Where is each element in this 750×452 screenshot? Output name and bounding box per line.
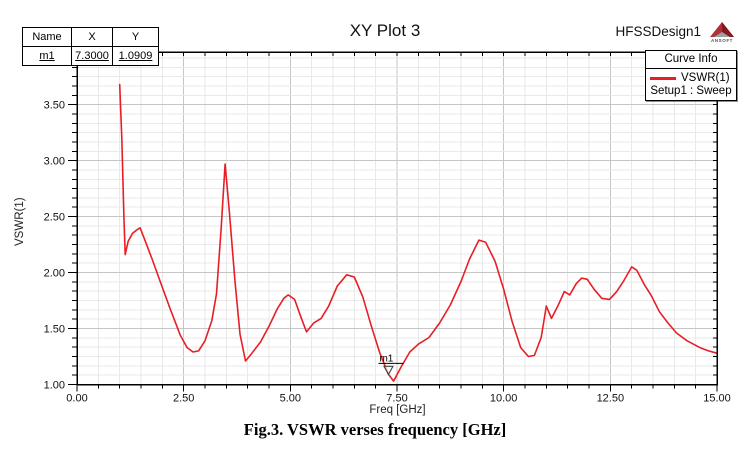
x-tick-label: 12.50 — [597, 393, 625, 405]
marker-col-name: Name — [22, 27, 72, 47]
y-tick-label: 1.50 — [44, 324, 65, 336]
y-tick-label: 2.50 — [44, 212, 65, 224]
legend-entry[interactable]: VSWR(1) — [646, 69, 736, 84]
design-name: HFSSDesign1 — [615, 24, 701, 39]
y-tick-label: 1.00 — [44, 380, 65, 392]
axis-ticks — [68, 52, 718, 392]
marker-table-row[interactable]: m1 7.3000 1.0909 — [22, 46, 159, 66]
marker-triangle-icon[interactable] — [383, 365, 394, 376]
ansoft-logo-icon: ANSOFT — [708, 22, 736, 43]
y-tick-label: 2.00 — [44, 268, 65, 280]
ansoft-logo-text: ANSOFT — [710, 38, 734, 43]
marker-m1[interactable]: m1 — [378, 353, 404, 376]
marker-table-header-row: Name X Y — [22, 27, 159, 47]
marker-name-cell[interactable]: m1 — [22, 46, 72, 66]
ansoft-mountain-icon — [710, 22, 734, 37]
x-tick-label: 0.00 — [66, 393, 87, 405]
figure-caption: Fig.3. VSWR verses frequency [GHz] — [243, 420, 507, 439]
grid-lines — [77, 52, 717, 385]
y-tick-label: 3.50 — [44, 100, 65, 112]
x-tick-label: 5.00 — [280, 393, 301, 405]
curve-info-legend[interactable]: Curve Info VSWR(1) Setup1 : Sweep — [645, 50, 737, 101]
marker-col-y: Y — [112, 27, 159, 47]
x-tick-label: 10.00 — [490, 393, 518, 405]
y-axis-label: VSWR(1) — [14, 197, 26, 246]
x-tick-label: 2.50 — [173, 393, 194, 405]
x-tick-label: 15.00 — [703, 393, 731, 405]
tick-labels: 0.00 2.50 5.00 7.50 10.00 12.50 15.00 1.00 1.50 2… — [44, 100, 731, 405]
x-axis-label: Freq [GHz] — [369, 404, 426, 416]
marker-y-cell[interactable]: 1.0909 — [112, 46, 159, 66]
y-tick-label: 3.00 — [44, 156, 65, 168]
marker-table[interactable]: Name X Y m1 7.3000 1.0909 — [22, 27, 159, 66]
marker-label: m1 — [379, 353, 393, 364]
legend-series-label: VSWR(1) — [681, 72, 730, 84]
legend-setup-label: Setup1 : Sweep — [650, 85, 732, 97]
series-color-swatch — [650, 76, 676, 80]
x-tick-label: 7.50 — [386, 393, 407, 405]
marker-x-cell[interactable]: 7.3000 — [71, 46, 113, 66]
legend-title: Curve Info — [646, 51, 736, 69]
plot-title: XY Plot 3 — [349, 21, 421, 40]
marker-col-x: X — [71, 27, 113, 47]
design-header: HFSSDesign1 ANSOFT — [615, 22, 736, 43]
